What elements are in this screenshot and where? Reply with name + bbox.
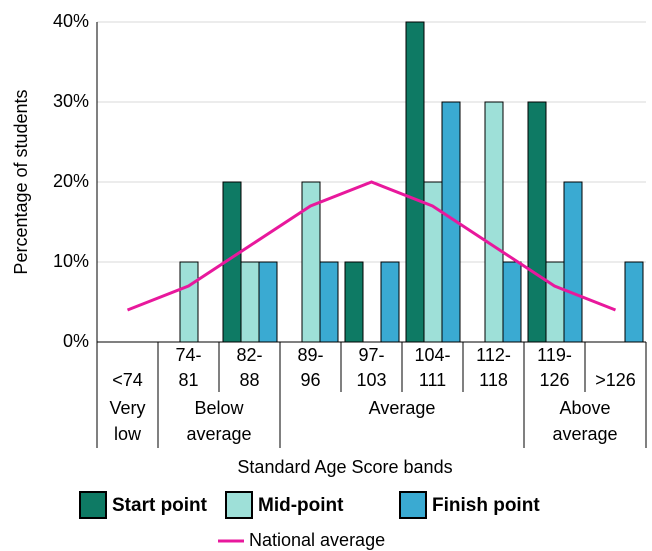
legend-swatch	[225, 491, 253, 519]
y-tick-label: 20%	[53, 171, 89, 191]
bar	[527, 101, 547, 343]
x-tick-label: 118	[479, 370, 508, 390]
bar	[624, 261, 644, 343]
bar	[563, 181, 583, 343]
bar	[441, 101, 461, 343]
x-tick-label: 103	[356, 370, 386, 390]
bar	[240, 261, 260, 343]
legend-swatch	[399, 491, 427, 519]
x-tick-label: 119-	[537, 345, 572, 365]
bar	[179, 261, 199, 343]
x-axis-title: Standard Age Score bands	[237, 457, 452, 477]
group-label: average	[186, 424, 251, 444]
x-tick-label: 96	[300, 370, 320, 390]
y-tick-label: 40%	[53, 11, 89, 31]
bar	[484, 101, 504, 343]
x-tick-label: 104-	[414, 345, 450, 365]
x-tick-label: 81	[178, 370, 198, 390]
x-tick-label: 126	[539, 370, 569, 390]
y-tick-label: 10%	[53, 251, 89, 271]
bar	[502, 261, 522, 343]
group-label: Average	[369, 398, 436, 418]
legend-label: Mid-point	[258, 495, 344, 516]
x-tick-label: 82-	[236, 345, 262, 365]
legend-label: Start point	[112, 495, 208, 516]
x-tick-label: 89-	[297, 345, 323, 365]
x-tick-label: 88	[239, 370, 259, 390]
x-tick-label: 97-	[358, 345, 384, 365]
line	[126, 180, 617, 312]
bar	[380, 261, 400, 343]
y-tick-label: 30%	[53, 91, 89, 111]
bar	[405, 21, 425, 343]
bar	[319, 261, 339, 343]
group-label: average	[552, 424, 617, 444]
bar	[258, 261, 278, 343]
bar	[344, 261, 364, 343]
x-tick-label: 112-	[476, 345, 511, 365]
y-axis-title: Percentage of students	[11, 89, 31, 274]
bar	[545, 261, 565, 343]
legend-swatch	[79, 491, 107, 519]
x-tick-label: <74	[112, 370, 143, 390]
x-tick-label: 111	[419, 370, 446, 390]
group-label: Very	[109, 398, 145, 418]
legend-label: Finish point	[432, 495, 540, 516]
group-label: Above	[559, 398, 610, 418]
group-label: Below	[194, 398, 244, 418]
legend-label: National average	[249, 530, 385, 550]
group-label: low	[114, 424, 142, 444]
y-tick-label: 0%	[63, 331, 89, 351]
x-tick-label: >126	[595, 370, 636, 390]
x-tick-label: 74-	[175, 345, 201, 365]
